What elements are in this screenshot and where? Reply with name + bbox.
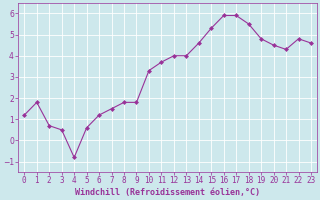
X-axis label: Windchill (Refroidissement éolien,°C): Windchill (Refroidissement éolien,°C)	[75, 188, 260, 197]
